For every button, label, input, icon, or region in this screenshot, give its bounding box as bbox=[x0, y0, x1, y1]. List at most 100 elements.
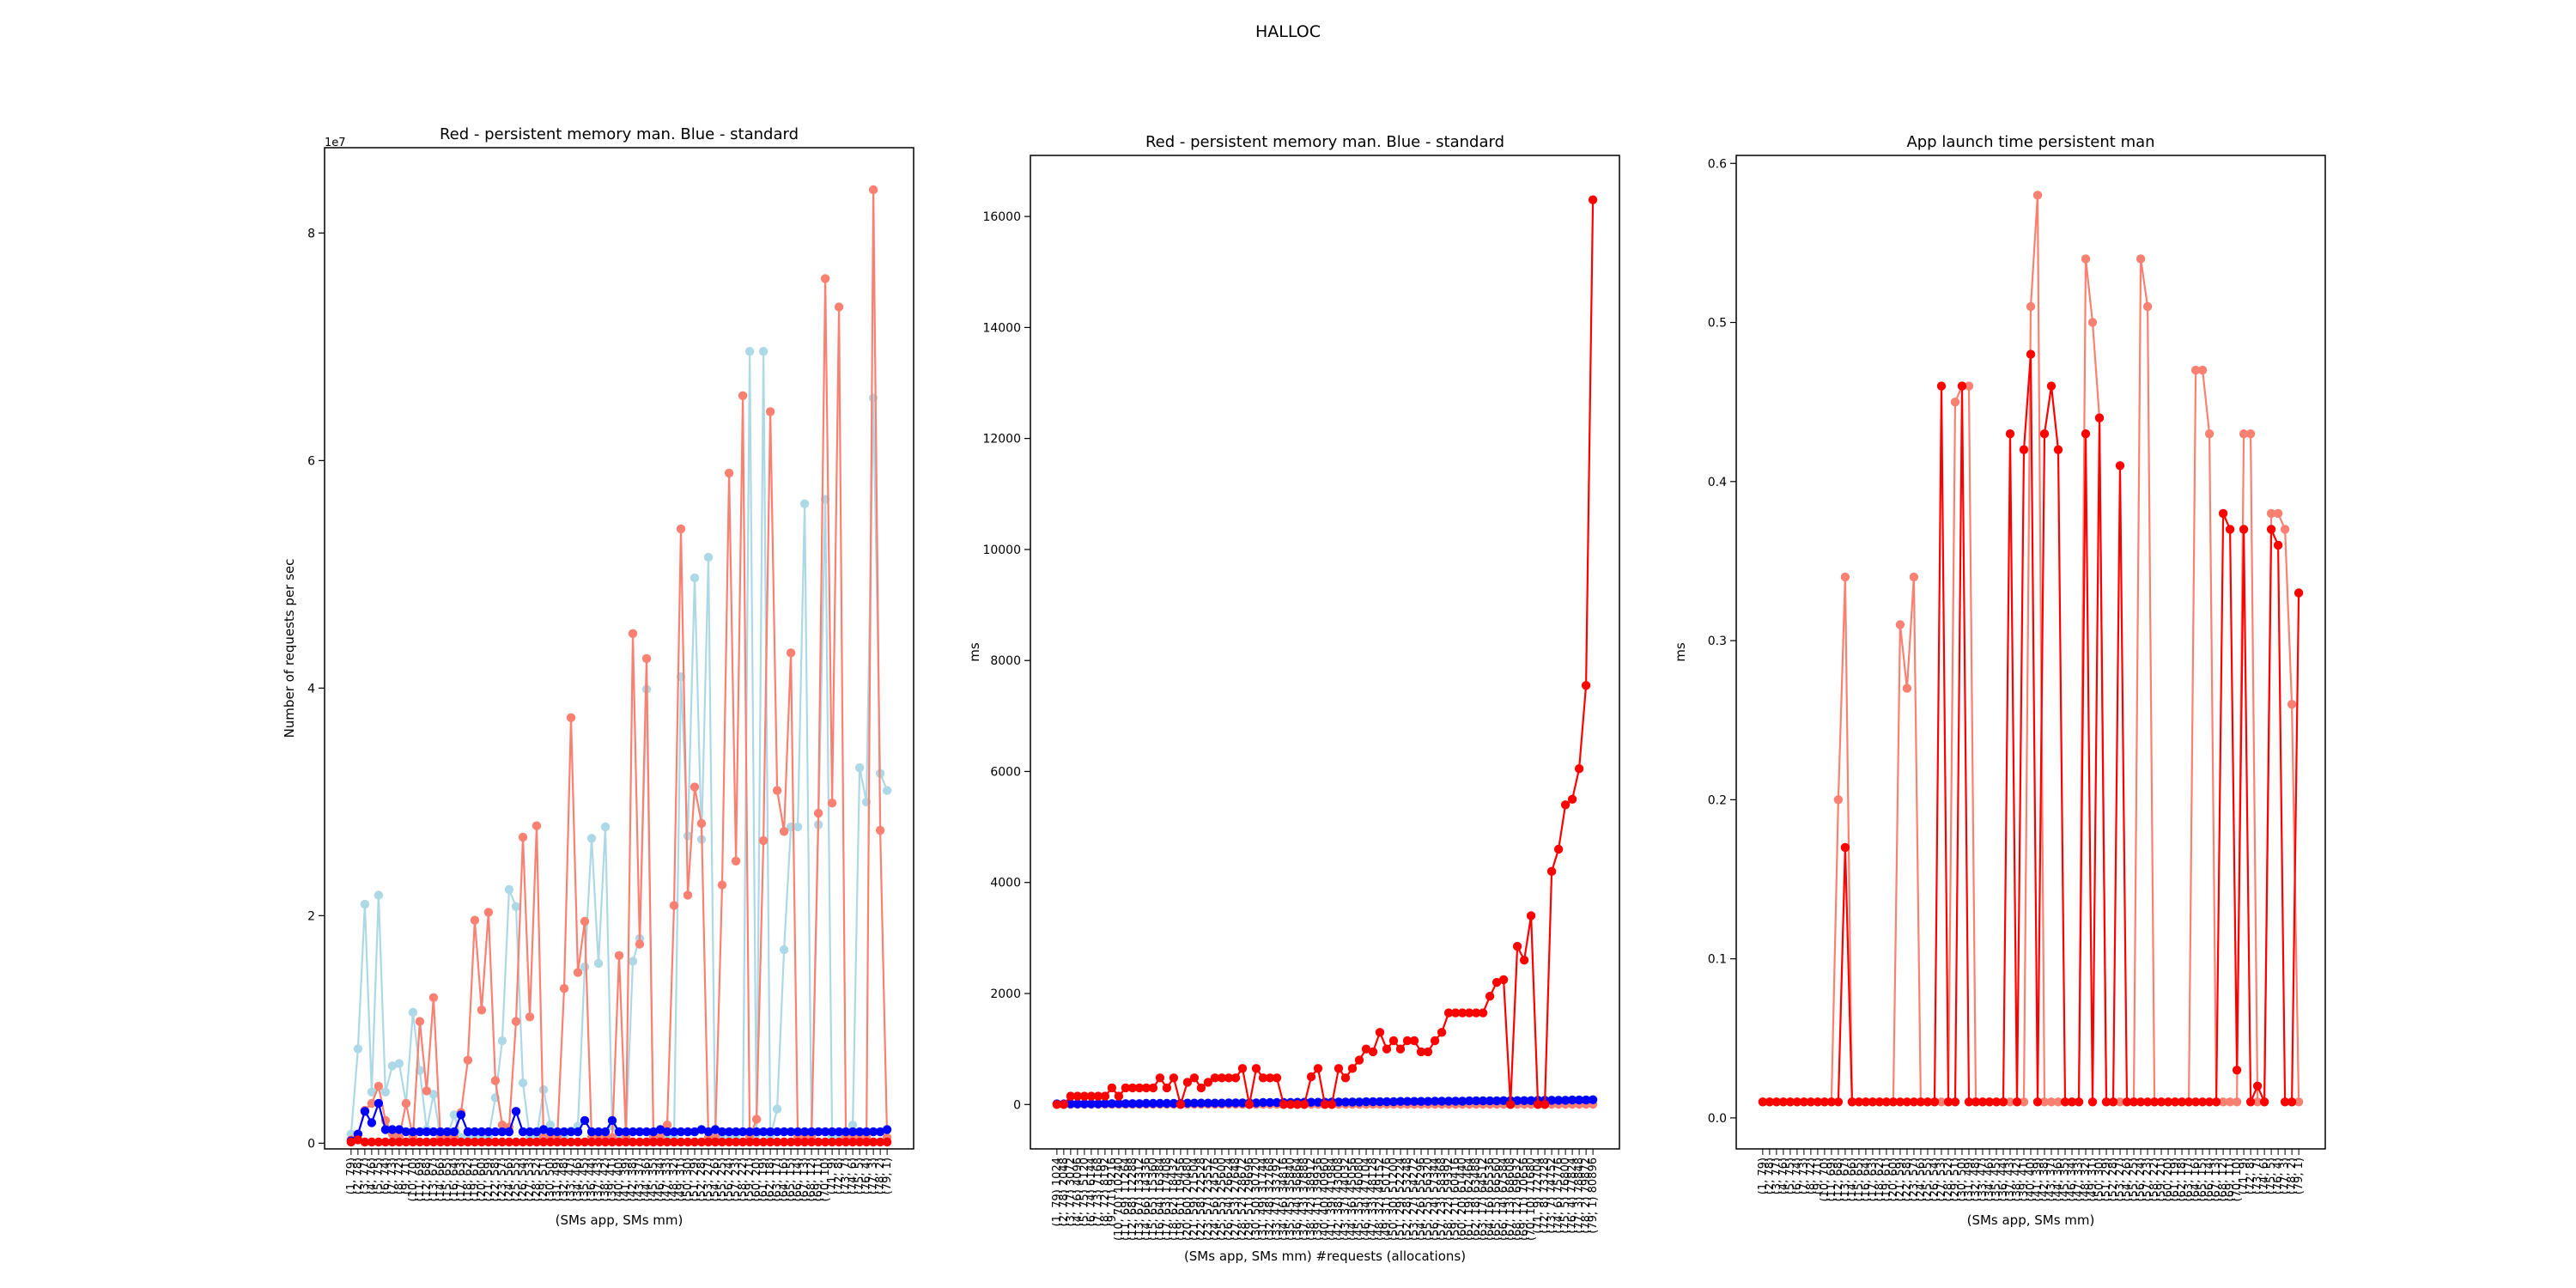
data-point bbox=[449, 1110, 459, 1120]
data-point bbox=[1888, 1097, 1899, 1107]
data-point bbox=[1950, 1097, 1960, 1107]
data-point bbox=[573, 1127, 583, 1137]
data-point bbox=[1224, 1098, 1234, 1108]
data-point bbox=[1279, 1100, 1289, 1109]
x-tick-label: (78, 2) bbox=[874, 1157, 887, 1194]
data-point bbox=[1375, 1028, 1385, 1037]
data-point bbox=[1107, 1099, 1117, 1109]
data-point bbox=[2046, 1097, 2057, 1107]
data-point bbox=[2163, 1097, 2173, 1107]
data-point bbox=[635, 1127, 645, 1137]
data-point bbox=[1971, 1097, 1981, 1107]
data-point bbox=[1840, 842, 1850, 853]
data-point bbox=[374, 890, 384, 900]
data-point bbox=[552, 1127, 562, 1137]
x-tick-label: (16, 64) 16384 bbox=[1154, 1157, 1167, 1241]
y-tick-label: 0 bbox=[307, 1137, 315, 1151]
x-tick-label: (37, 43) 37888 bbox=[1298, 1157, 1311, 1241]
data-point bbox=[511, 902, 521, 912]
data-point bbox=[1498, 975, 1509, 985]
y-tick-label: 14000 bbox=[982, 321, 1021, 335]
data-point bbox=[2225, 1097, 2235, 1107]
data-point bbox=[820, 1127, 830, 1137]
data-point bbox=[580, 916, 590, 927]
y-tick-label: 8 bbox=[307, 227, 315, 240]
data-point bbox=[2039, 1097, 2050, 1107]
x-tick-label: (14, 66) 14336 bbox=[1140, 1157, 1153, 1241]
data-point bbox=[1203, 1098, 1213, 1108]
data-point bbox=[1574, 764, 1584, 774]
x-tick-label: (70, 10) bbox=[819, 1157, 832, 1202]
data-point bbox=[367, 1137, 377, 1147]
data-point bbox=[1334, 1064, 1344, 1073]
x-tick-label: (71, 9) 72704 bbox=[1532, 1157, 1545, 1234]
data-point bbox=[394, 1125, 404, 1134]
x-tick-label: (63, 17) bbox=[2183, 1157, 2196, 1202]
data-point bbox=[463, 1137, 473, 1147]
data-point bbox=[1169, 1073, 1179, 1083]
series-0 bbox=[346, 347, 892, 1143]
data-point bbox=[1354, 1055, 1364, 1065]
x-tick-label: (14, 66) bbox=[434, 1157, 447, 1202]
data-point bbox=[1778, 1097, 1789, 1107]
data-point bbox=[2046, 381, 2057, 391]
y-tick-label: 0.2 bbox=[1708, 793, 1727, 807]
data-point bbox=[1217, 1073, 1227, 1083]
data-point bbox=[696, 1125, 707, 1134]
x-tick-label: (44, 36) bbox=[641, 1157, 653, 1202]
data-point bbox=[456, 1110, 466, 1120]
x-tick-label: (46, 34) 47104 bbox=[1360, 1157, 1373, 1241]
x-tick-label: (53, 27) bbox=[2114, 1157, 2127, 1202]
data-point bbox=[1902, 1097, 1912, 1107]
x-tick-label: (3, 77) bbox=[359, 1157, 372, 1194]
data-point bbox=[813, 1127, 823, 1137]
data-point bbox=[1964, 381, 1974, 391]
data-point bbox=[538, 1137, 549, 1147]
data-point bbox=[786, 1137, 796, 1147]
data-point bbox=[1141, 1098, 1151, 1109]
data-point bbox=[422, 1086, 432, 1096]
x-tick-label: (62, 18) bbox=[2176, 1157, 2189, 1202]
data-point bbox=[1162, 1098, 1172, 1109]
data-point bbox=[1526, 911, 1536, 920]
x-tick-label: (47, 33) bbox=[2073, 1157, 2086, 1202]
x-tick-label: (17, 63) bbox=[1867, 1157, 1880, 1202]
data-point bbox=[415, 1137, 425, 1147]
x-tick-label: (27, 53) 27648 bbox=[1230, 1157, 1242, 1241]
x-tick-label: (66, 14) bbox=[2203, 1157, 2216, 1202]
data-point bbox=[1978, 1097, 1988, 1107]
y-tick-label: 0.6 bbox=[1708, 157, 1727, 171]
data-point bbox=[1909, 1097, 1919, 1107]
x-tick-label: (17, 63) 17408 bbox=[1161, 1157, 1174, 1241]
data-point bbox=[703, 1137, 714, 1147]
data-point bbox=[1478, 1008, 1488, 1018]
data-point bbox=[1820, 1097, 1830, 1107]
data-point bbox=[2142, 1097, 2153, 1107]
data-point bbox=[710, 1137, 720, 1147]
data-point bbox=[2081, 254, 2091, 264]
y-tick-label: 0.0 bbox=[1708, 1112, 1727, 1126]
data-point bbox=[2259, 1097, 2269, 1107]
data-point bbox=[1854, 1097, 1864, 1107]
data-point bbox=[380, 1137, 391, 1147]
data-point bbox=[848, 1127, 858, 1137]
x-tick-label: (65, 15) bbox=[785, 1157, 798, 1202]
data-point bbox=[353, 1044, 363, 1054]
data-point bbox=[676, 1127, 686, 1137]
data-point bbox=[1382, 1044, 1392, 1054]
data-point bbox=[1141, 1083, 1151, 1093]
x-tick-label: (58, 22) bbox=[737, 1157, 750, 1202]
data-point bbox=[566, 1137, 576, 1147]
data-point bbox=[600, 822, 611, 832]
data-point bbox=[1072, 1099, 1083, 1109]
y-axis-label: ms bbox=[1673, 642, 1688, 662]
data-point bbox=[2232, 1097, 2242, 1107]
data-point bbox=[504, 1127, 514, 1137]
data-point bbox=[545, 1127, 556, 1137]
data-point bbox=[882, 1125, 892, 1134]
data-point bbox=[580, 1115, 590, 1126]
data-point bbox=[854, 1137, 865, 1147]
data-point bbox=[758, 835, 769, 846]
data-point bbox=[2039, 429, 2050, 439]
data-point bbox=[799, 1127, 810, 1137]
